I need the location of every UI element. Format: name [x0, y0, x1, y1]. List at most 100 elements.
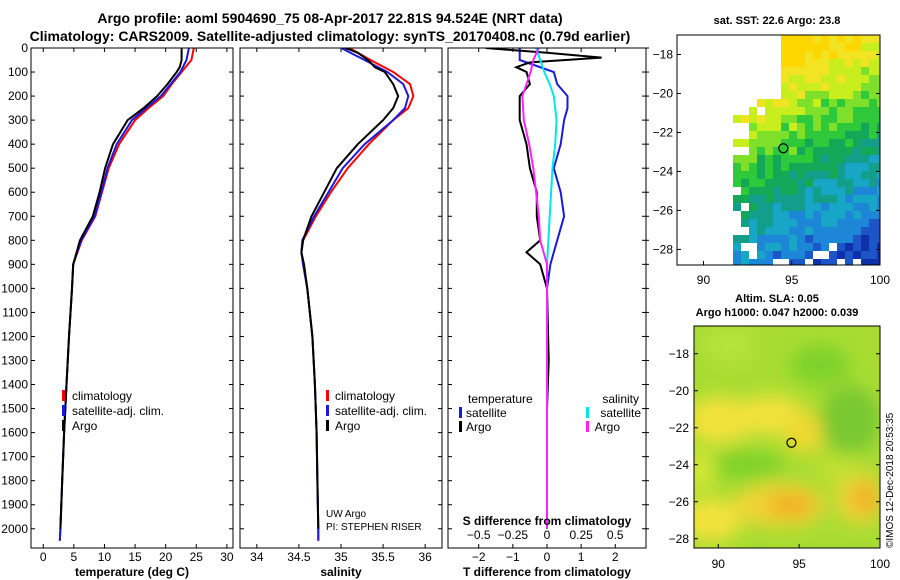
sst-cell: [853, 155, 861, 163]
sst-cell: [821, 179, 829, 187]
sst-cell: [813, 51, 821, 59]
sst-cell: [861, 171, 869, 179]
temp-ytick-label: 1500: [1, 402, 28, 416]
sst-cell: [797, 147, 805, 155]
sst-xtick-label: 100: [870, 273, 890, 287]
sst-cell: [789, 171, 797, 179]
sst-cell: [781, 251, 789, 259]
sst-cell: [845, 211, 853, 219]
sst-cell: [869, 67, 877, 75]
sal-legend-swatch-sat: [326, 405, 329, 416]
sst-cell: [837, 203, 845, 211]
sst-cell: [789, 75, 797, 83]
sst-cell: [805, 147, 813, 155]
diff-xtick-label: −2: [472, 550, 486, 564]
sst-cell: [829, 59, 837, 67]
sst-cell: [821, 75, 829, 83]
sst-cell: [853, 227, 861, 235]
temp-legend-swatch-argo: [62, 420, 65, 431]
sst-cell: [861, 187, 869, 195]
sst-cell: [869, 179, 877, 187]
sst-cell: [765, 195, 773, 203]
sst-cell: [845, 75, 853, 83]
sst-cell: [813, 235, 821, 243]
sal-legend-swatch-clim: [326, 390, 329, 401]
sst-cell: [837, 251, 845, 259]
sst-cell: [853, 51, 861, 59]
sst-cell: [821, 43, 829, 51]
sst-cell: [789, 179, 797, 187]
sst-cell: [797, 219, 805, 227]
sst-cell: [861, 251, 869, 259]
diff-legend-sal-title: salinity: [602, 392, 639, 406]
sst-cell: [741, 259, 749, 265]
temp-ytick-label: 200: [8, 89, 28, 103]
sst-cell: [797, 83, 805, 91]
sst-cell: [749, 203, 757, 211]
sst-cell: [861, 131, 869, 139]
sst-cell: [845, 243, 853, 251]
temp-ytick-label: 100: [8, 65, 28, 79]
sst-cell: [853, 107, 861, 115]
sst-cell: [869, 51, 877, 59]
sst-cell: [773, 251, 781, 259]
sst-cell: [813, 115, 821, 123]
sst-cell: [789, 203, 797, 211]
sst-cell: [877, 59, 880, 67]
sst-cell: [861, 67, 869, 75]
sst-cell: [861, 123, 869, 131]
sst-cell: [845, 187, 853, 195]
sst-cell: [853, 219, 861, 227]
sal-xtick-label: 34: [250, 550, 264, 564]
sst-cell: [821, 67, 829, 75]
sst-cell: [869, 163, 877, 171]
sst-cell: [773, 171, 781, 179]
sst-cell: [773, 163, 781, 171]
sst-cell: [829, 211, 837, 219]
sla-ytick-label: −18: [669, 347, 690, 361]
temp-frame: [30, 47, 234, 549]
diff-s-tick-label: 0.25: [569, 528, 593, 542]
sst-cell: [821, 59, 829, 67]
sla-xtick-label: 100: [870, 557, 890, 571]
sst-cell: [757, 163, 765, 171]
sst-cell: [877, 203, 880, 211]
sst-cell: [837, 211, 845, 219]
sst-cell: [757, 235, 765, 243]
sst-cell: [845, 179, 853, 187]
sst-cell: [797, 163, 805, 171]
temp-ytick-label: 800: [8, 233, 28, 247]
sst-cell: [837, 219, 845, 227]
sst-cell: [837, 59, 845, 67]
sst-cell: [813, 187, 821, 195]
sst-cell: [877, 35, 880, 43]
sst-cell: [749, 179, 757, 187]
sla-anomaly-blobs: [694, 327, 880, 542]
sst-cell: [853, 75, 861, 83]
sst-cell: [829, 51, 837, 59]
sst-cell: [853, 43, 861, 51]
sst-cell: [813, 171, 821, 179]
map-panels: −18 −20 −22 −24 −26 −28 90 95 100 −18 −20 −22 −24 −26…: [653, 34, 890, 571]
sst-cell: [845, 99, 853, 107]
sst-cell: [861, 115, 869, 123]
sst-cell: [773, 227, 781, 235]
sst-cell: [837, 91, 845, 99]
temp-xtick-label: 5: [71, 550, 78, 564]
sst-cell: [877, 235, 880, 243]
temp-ytick-label: 1000: [1, 281, 28, 295]
sst-cell: [733, 251, 741, 259]
diff-xtick-label: −1: [506, 550, 520, 564]
sal-annotation-uw-argo: UW Argo: [326, 509, 366, 520]
sst-cell: [829, 259, 837, 265]
sst-cell: [845, 83, 853, 91]
sst-cell: [781, 91, 789, 99]
sst-cell: [789, 235, 797, 243]
sst-cell: [749, 131, 757, 139]
sst-cell: [733, 179, 741, 187]
sst-cell: [853, 211, 861, 219]
sst-cell: [813, 43, 821, 51]
sal-series-climatology: [300, 48, 415, 541]
sst-cell: [861, 139, 869, 147]
sst-cell: [869, 155, 877, 163]
